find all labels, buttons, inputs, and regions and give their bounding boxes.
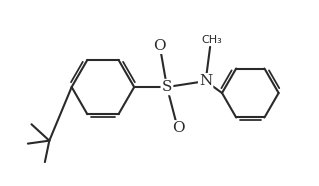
Text: O: O <box>173 121 185 135</box>
Text: O: O <box>153 39 166 53</box>
Text: N: N <box>199 74 212 88</box>
Text: CH₃: CH₃ <box>201 35 222 45</box>
Text: S: S <box>162 80 172 94</box>
